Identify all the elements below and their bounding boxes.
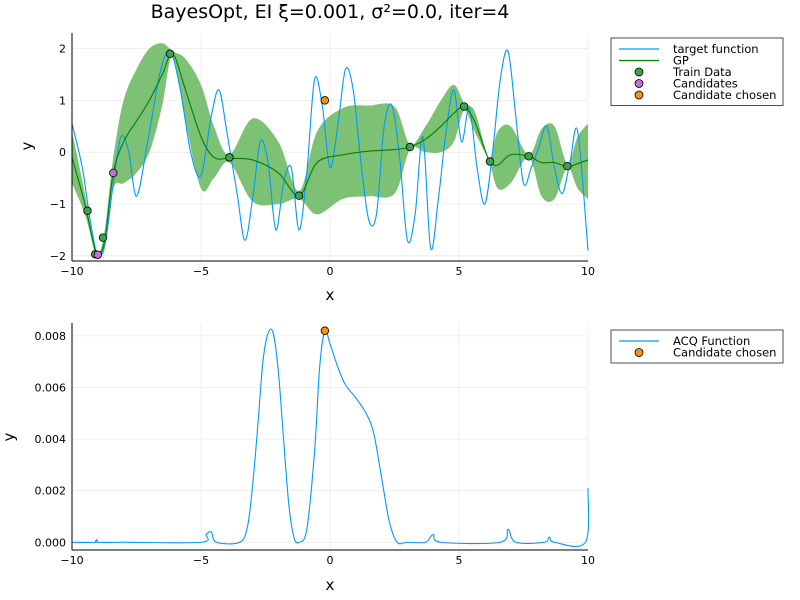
candidate-chosen-point: [320, 326, 330, 335]
x-tick-label: 0: [327, 265, 334, 278]
train-data-point: [405, 142, 415, 152]
train-data-point: [225, 153, 234, 162]
x-tick-label: 5: [456, 554, 463, 567]
train-data-point: [485, 157, 495, 166]
legend-label: Candidates: [673, 77, 738, 91]
legend-label: target function: [673, 42, 759, 56]
x-axis-label: x: [326, 286, 335, 304]
y-axis-label: y: [0, 432, 18, 441]
x-tick-label: −5: [193, 265, 209, 278]
chart-title: BayesOpt, EI ξ=0.001, σ²=0.0, iter=4: [151, 1, 510, 23]
y-tick-label: 0.004: [35, 433, 67, 446]
series-lines-bottom: [71, 328, 590, 548]
y-axis-label: y: [18, 141, 36, 150]
axes-bottom: −10 −5 0 5 10 0.000 0.002 0.004 0.006 0.008: [35, 323, 595, 567]
candidate-point: [109, 168, 118, 178]
legend-swatch-marker: [634, 90, 644, 100]
legend-label: ACQ Function: [673, 334, 750, 348]
legend-label: Candidate chosen: [673, 88, 776, 102]
scatter-points-top: [83, 49, 572, 259]
scatter-points-bottom: [320, 326, 330, 335]
train-data-point: [294, 191, 304, 200]
chart-bottom: −10 −5 0 5 10 0.000 0.002 0.004 0.006 0.008 x y A…: [0, 323, 784, 594]
x-axis-label: x: [326, 576, 335, 594]
x-tick-label: 10: [581, 554, 595, 567]
legend-swatch-marker: [634, 348, 644, 357]
gp-mean-line: [71, 53, 589, 257]
legend-label: Train Data: [672, 65, 732, 79]
chart-top: BayesOpt, EI ξ=0.001, σ²=0.0, iter=4 −10…: [18, 1, 784, 304]
y-tick-label: 2: [59, 43, 66, 56]
y-tick-label: 1: [59, 94, 66, 107]
gp-band-area: [72, 43, 588, 258]
acq-function-line: [71, 328, 590, 548]
y-tick-label: −2: [50, 250, 66, 263]
train-data-point: [563, 161, 572, 171]
x-tick-label: 10: [581, 265, 595, 278]
legend-swatch-marker: [634, 79, 644, 88]
grid-bottom: [71, 323, 589, 550]
candidate-chosen-point: [320, 96, 330, 105]
train-data-point: [524, 152, 533, 161]
x-tick-label: −10: [60, 554, 83, 567]
y-tick-label: 0.008: [35, 330, 67, 343]
x-tick-label: −5: [193, 554, 209, 567]
train-data-point: [165, 49, 175, 58]
y-tick-label: 0.000: [35, 536, 67, 549]
y-tick-label: 0.006: [35, 381, 67, 394]
y-tick-label: 0.002: [35, 485, 67, 498]
legend-box: [610, 329, 784, 364]
train-data-point: [459, 102, 469, 111]
y-tick-label: −1: [50, 198, 66, 211]
train-data-point: [83, 206, 92, 215]
legend-label: GP: [673, 54, 689, 68]
candidate-point: [93, 250, 102, 259]
x-tick-label: 0: [327, 554, 334, 567]
train-data-point: [98, 233, 108, 242]
x-tick-label: −10: [60, 265, 83, 278]
legend-swatch-marker: [634, 67, 644, 77]
x-tick-label: 5: [456, 265, 463, 278]
gp-confidence-band: [72, 43, 588, 258]
legend-label: Candidate chosen: [673, 346, 776, 360]
y-tick-label: 0: [59, 146, 66, 159]
